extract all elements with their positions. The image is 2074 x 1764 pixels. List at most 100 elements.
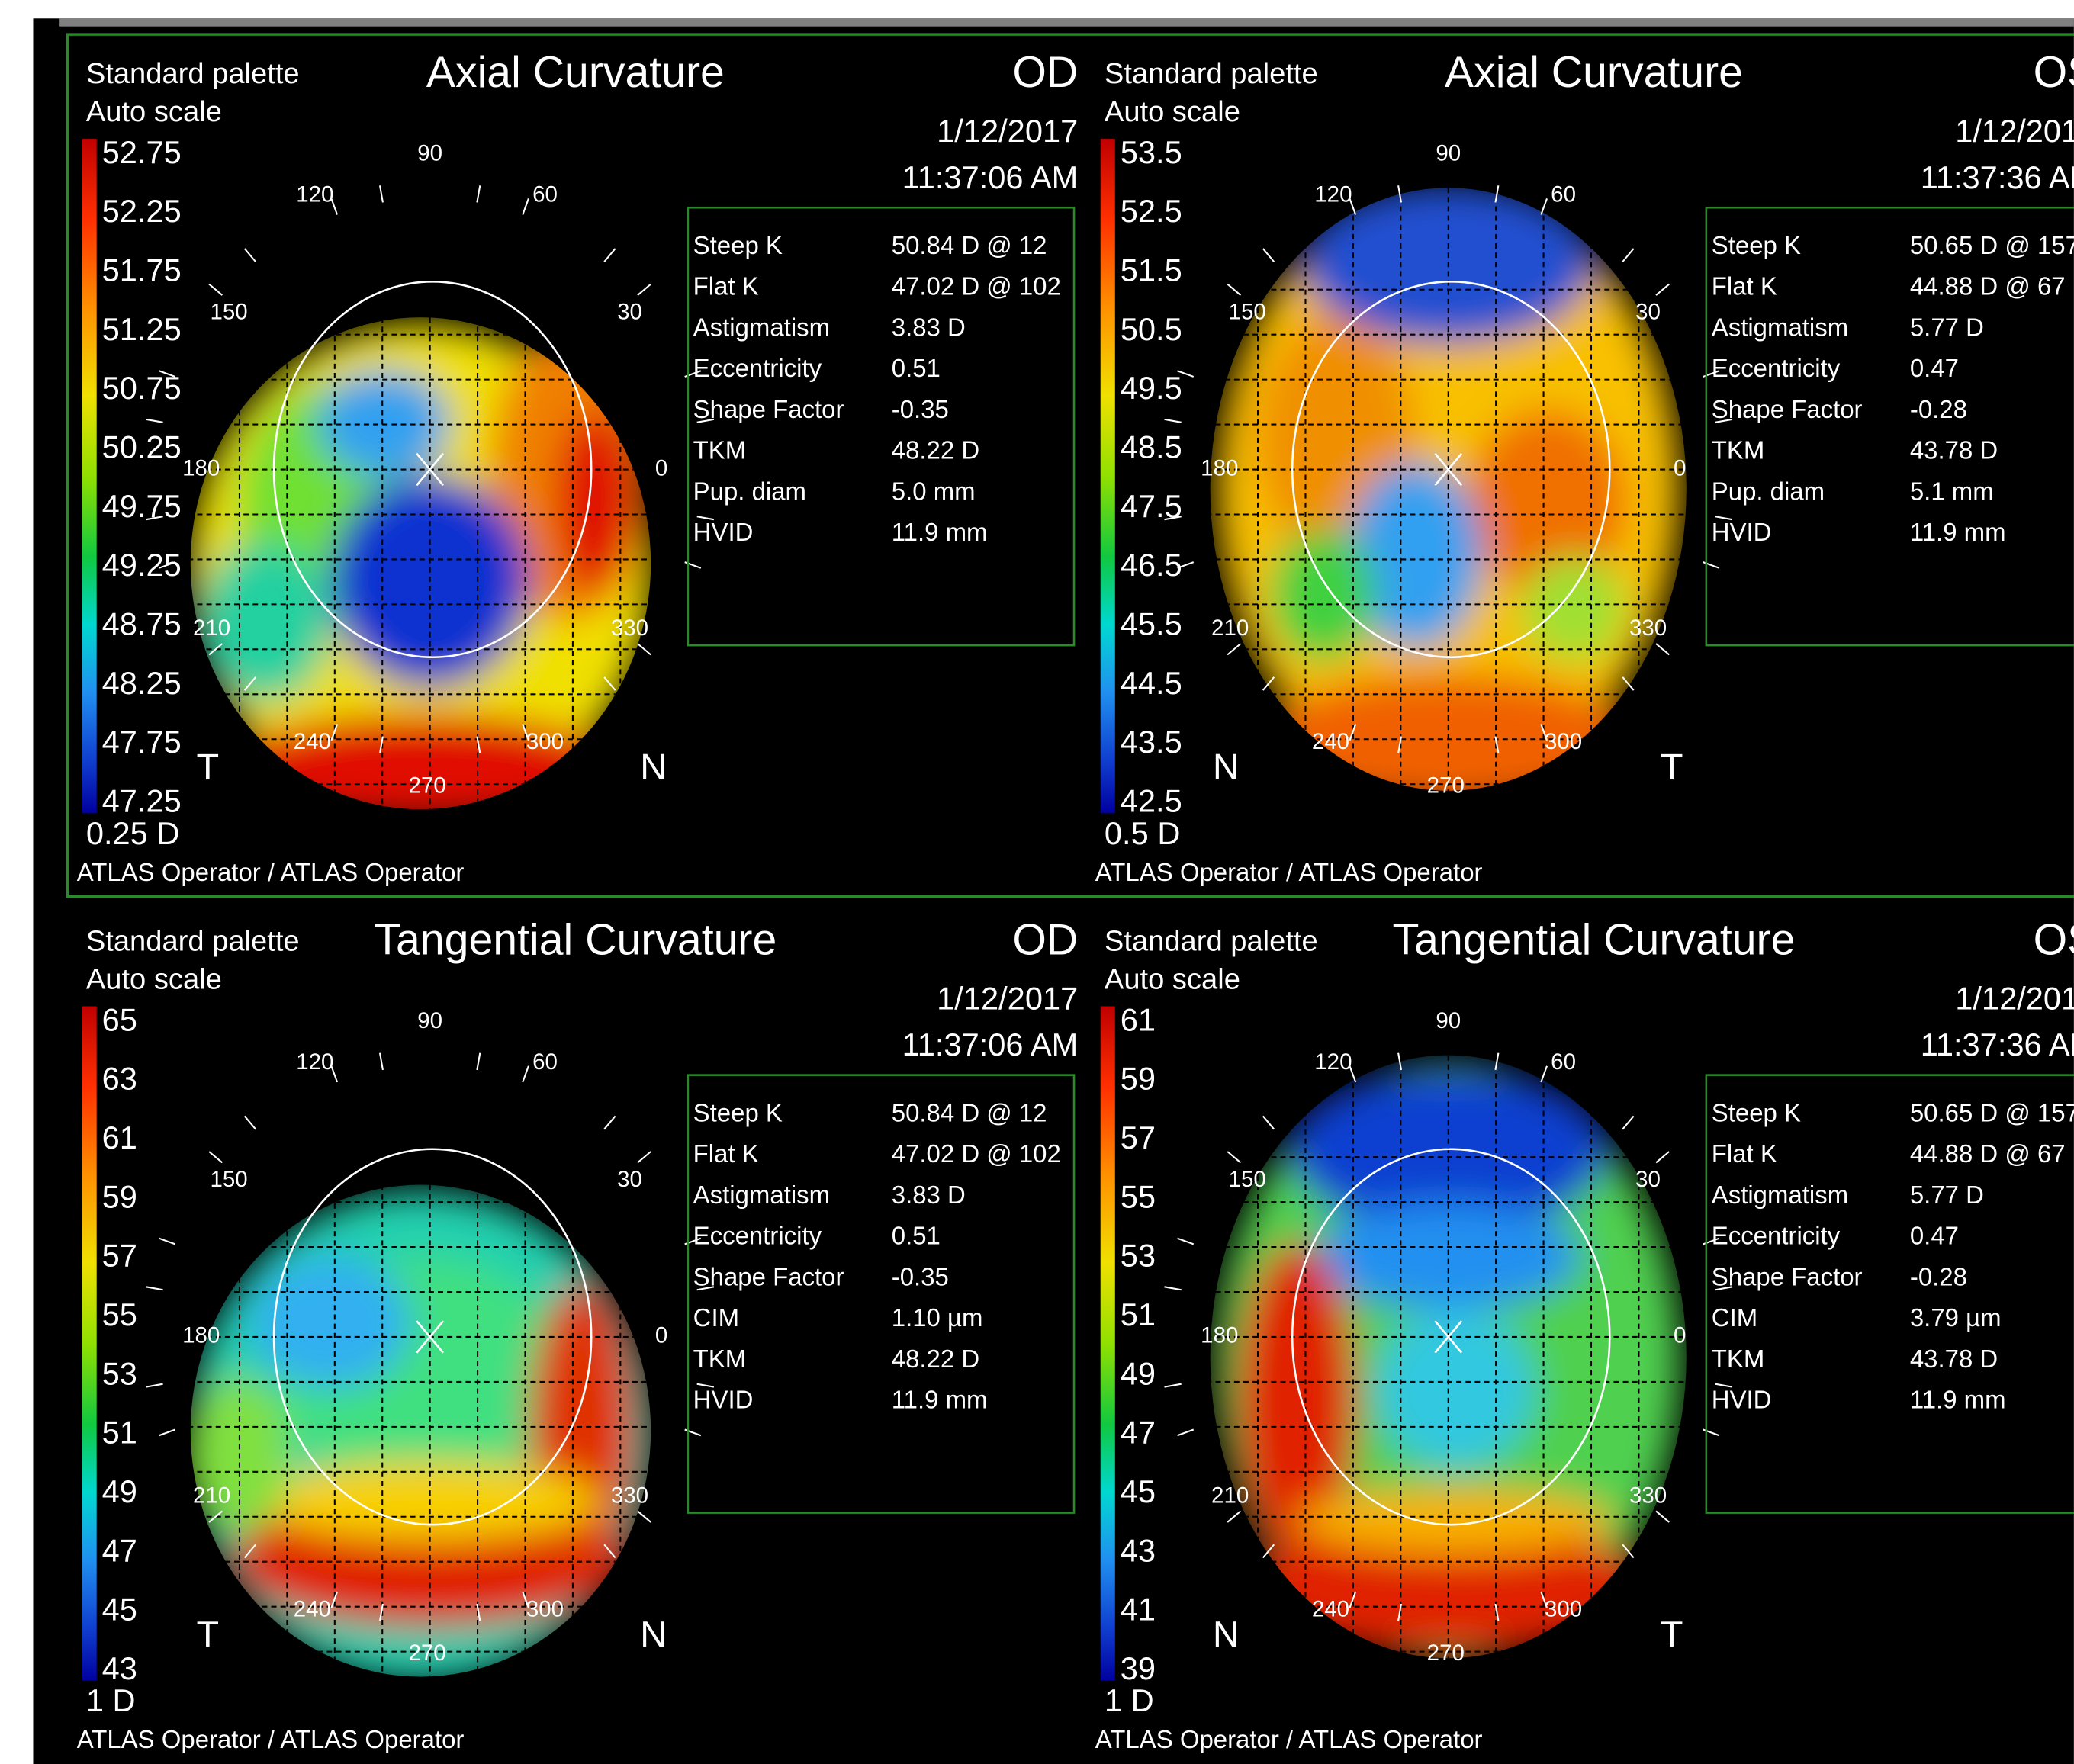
legend-value: 57 — [1121, 1120, 1156, 1155]
angle-label: 0 — [655, 1323, 667, 1348]
angle-label: 180 — [182, 1323, 220, 1348]
palette-label: Standard palette — [1105, 924, 1318, 957]
info-label: Steep K — [693, 231, 783, 259]
info-value: 5.0 mm — [892, 477, 976, 505]
side-label: T — [197, 747, 220, 788]
eye-label: OS — [2034, 48, 2074, 97]
eye-label: OD — [1012, 915, 1078, 964]
legend-value: 49.5 — [1121, 370, 1182, 406]
legend-value: 48.75 — [102, 606, 182, 641]
angle-label: 90 — [1436, 1008, 1461, 1033]
map-region — [1296, 1488, 1613, 1554]
legend-value: 48.25 — [102, 665, 182, 701]
exam-time: 11:37:06 AM — [902, 1027, 1079, 1062]
legend-value: 59 — [1121, 1061, 1156, 1097]
angle-label: 330 — [611, 1483, 648, 1509]
info-label: TKM — [693, 436, 747, 464]
info-value: 0.47 — [1910, 354, 1959, 382]
legend-value: 39 — [1121, 1650, 1156, 1686]
scale-step: 0.25 D — [86, 815, 180, 851]
legend-value: 51.5 — [1121, 252, 1182, 288]
info-label: Astigmatism — [1712, 1181, 1848, 1209]
legend-value: 44.5 — [1121, 665, 1182, 701]
info-value: 50.84 D @ 12 — [892, 1098, 1047, 1126]
angle-label: 270 — [1427, 773, 1465, 798]
angle-label: 90 — [1436, 141, 1461, 166]
legend-value: 59 — [102, 1178, 137, 1214]
scale-label: Auto scale — [1105, 963, 1240, 996]
angle-label: 120 — [296, 1049, 333, 1075]
info-value: 1.10 µm — [892, 1303, 983, 1332]
side-label: T — [197, 1614, 220, 1655]
exam-date: 1/12/2017 — [937, 981, 1078, 1017]
side-label: T — [1661, 747, 1683, 788]
info-value: 3.83 D — [892, 1181, 966, 1209]
info-label: Shape Factor — [1712, 1262, 1863, 1290]
legend-value: 45.5 — [1121, 606, 1182, 641]
angle-label: 210 — [193, 1483, 230, 1509]
legend-value: 43 — [1121, 1532, 1156, 1568]
info-label: Eccentricity — [1712, 1222, 1841, 1250]
info-value: 0.51 — [892, 354, 941, 382]
angle-label: 240 — [294, 729, 331, 754]
exam-time: 11:37:36 AM — [1921, 159, 2074, 195]
color-bar — [1101, 1006, 1115, 1680]
map-title: Tangential Curvature — [1393, 915, 1796, 964]
info-value: 11.9 mm — [892, 1386, 988, 1414]
angle-label: 150 — [1229, 300, 1266, 325]
info-value: 11.9 mm — [892, 518, 988, 546]
angle-label: 120 — [296, 182, 333, 207]
operator: ATLAS Operator / ATLAS Operator — [1095, 1725, 1483, 1753]
info-label: Flat K — [1712, 272, 1777, 300]
angle-label: 210 — [193, 615, 230, 641]
angle-label: 240 — [1312, 729, 1349, 754]
legend-value: 51 — [102, 1415, 137, 1451]
legend-value: 51.25 — [102, 311, 182, 347]
angle-label: 330 — [1629, 615, 1667, 641]
info-label: Flat K — [1712, 1139, 1777, 1168]
eye-label: OD — [1012, 48, 1078, 97]
info-value: -0.28 — [1910, 395, 1967, 423]
info-value: 44.88 D @ 67 — [1910, 1139, 2066, 1168]
info-label: Steep K — [1712, 1098, 1801, 1126]
info-value: 0.47 — [1910, 1222, 1959, 1250]
info-value: 0.51 — [892, 1222, 941, 1250]
angle-label: 30 — [617, 1167, 642, 1192]
legend-value: 47 — [1121, 1415, 1156, 1451]
angle-label: 60 — [1551, 1049, 1576, 1075]
info-value: 11.9 mm — [1910, 1386, 2006, 1414]
angle-label: 120 — [1314, 182, 1352, 207]
angle-label: 90 — [417, 141, 442, 166]
legend-value: 61 — [102, 1120, 137, 1155]
angle-label: 90 — [417, 1008, 442, 1033]
angle-label: 300 — [1545, 1597, 1582, 1622]
angle-label: 0 — [1674, 455, 1686, 480]
palette-label: Standard palette — [1105, 57, 1318, 90]
info-label: Pup. diam — [693, 477, 806, 505]
info-label: Eccentricity — [693, 354, 822, 382]
angle-label: 60 — [532, 182, 558, 207]
info-label: Pup. diam — [1712, 477, 1825, 505]
info-value: 5.1 mm — [1910, 477, 1994, 505]
info-label: Shape Factor — [693, 1262, 844, 1290]
palette-label: Standard palette — [86, 57, 300, 90]
scale-label: Auto scale — [86, 95, 222, 128]
info-value: 3.79 µm — [1910, 1303, 2002, 1332]
legend-value: 53 — [1121, 1238, 1156, 1274]
legend-value: 43 — [102, 1650, 137, 1686]
info-value: 11.9 mm — [1910, 518, 2006, 546]
legend-value: 52.75 — [102, 134, 182, 170]
angle-label: 30 — [1635, 300, 1661, 325]
info-label: Shape Factor — [693, 395, 844, 423]
angle-label: 60 — [532, 1049, 558, 1075]
info-label: Eccentricity — [693, 1222, 822, 1250]
angle-label: 330 — [1629, 1483, 1667, 1509]
info-value: 47.02 D @ 102 — [892, 1139, 1061, 1168]
legend-value: 63 — [102, 1061, 137, 1097]
info-value: 50.65 D @ 157 — [1910, 231, 2074, 259]
angle-label: 150 — [211, 300, 248, 325]
angle-label: 150 — [211, 1167, 248, 1192]
angle-label: 30 — [617, 300, 642, 325]
exam-date: 1/12/2017 — [1955, 981, 2074, 1017]
angle-label: 0 — [655, 455, 667, 480]
